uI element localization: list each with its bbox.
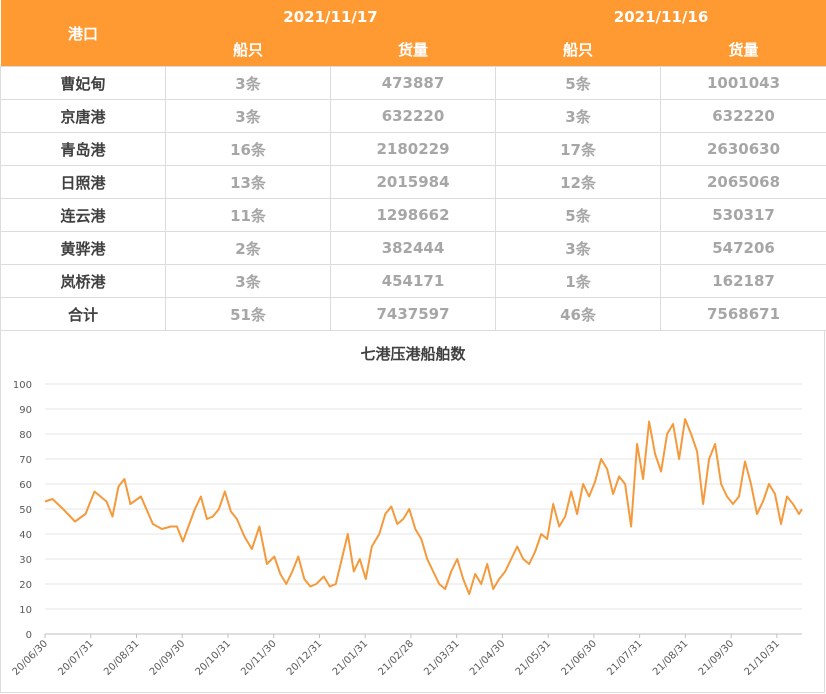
cargo-header-1: 货量 (330, 33, 496, 67)
chart-title: 七港压港船舶数 (360, 345, 466, 363)
ships-1117: 16条 (165, 132, 331, 166)
y-axis-ticks: 0 10 20 30 40 50 60 70 80 90 100 (13, 380, 32, 641)
y-tick-label: 80 (19, 430, 32, 441)
y-tick-label: 20 (19, 580, 32, 591)
series-line (44, 418, 803, 595)
port-name: 黄骅港 (0, 231, 166, 265)
port-name: 合计 (0, 297, 166, 331)
port-table: 港口 2021/11/17 2021/11/16 船只 货量 船只 货量 曹妃甸… (0, 0, 826, 331)
table-row: 京唐港 3条 632220 3条 632220 (0, 99, 826, 133)
x-tick-label: 20/07/31 (56, 638, 96, 678)
ships-1116: 12条 (495, 165, 662, 199)
cargo-1117: 454171 (329, 264, 497, 298)
ships-header-2: 船只 (495, 33, 661, 67)
cargo-header-2: 货量 (660, 33, 826, 67)
ships-header-1: 船只 (165, 33, 331, 67)
ships-1117: 11条 (165, 198, 331, 232)
y-tick-label: 100 (13, 380, 32, 391)
cargo-1116: 2630630 (660, 132, 826, 166)
cargo-1116: 162187 (660, 264, 826, 298)
y-tick-label: 40 (19, 530, 32, 541)
y-tick-label: 10 (19, 605, 32, 616)
table-row: 青岛港 16条 2180229 17条 2630630 (0, 132, 826, 166)
x-tick-label: 21/02/28 (377, 638, 417, 678)
x-tick-label: 20/12/31 (285, 638, 325, 678)
ships-1117: 3条 (165, 99, 331, 133)
y-tick-label: 60 (19, 480, 32, 491)
cargo-1117: 2180229 (329, 132, 497, 166)
ships-1117: 13条 (165, 165, 331, 199)
x-tick-label: 21/06/30 (559, 638, 599, 678)
y-tick-label: 30 (19, 555, 32, 566)
cargo-1117: 1298662 (329, 198, 497, 232)
x-tick-label: 20/10/31 (194, 638, 234, 678)
date2-header: 2021/11/16 (495, 0, 826, 33)
x-tick-label: 21/08/31 (651, 638, 691, 678)
cargo-1116: 2065068 (660, 165, 826, 199)
x-tick-label: 20/11/30 (239, 638, 279, 678)
y-tick-label: 90 (19, 405, 32, 416)
port-name: 连云港 (0, 198, 166, 232)
x-tick-label: 21/09/30 (697, 638, 737, 678)
ships-1117: 3条 (165, 66, 331, 100)
port-header: 港口 (0, 0, 166, 67)
y-tick-label: 50 (19, 505, 32, 516)
y-tick-label: 70 (19, 455, 32, 466)
x-tick-label: 21/03/31 (422, 638, 462, 678)
y-tick-label: 0 (26, 630, 32, 641)
cargo-1117: 473887 (329, 66, 497, 100)
port-name: 曹妃甸 (0, 66, 166, 100)
ships-1116: 5条 (495, 198, 662, 232)
ships-1116: 5条 (495, 66, 662, 100)
table-row-total: 合计 51条 7437597 46条 7568671 (0, 297, 826, 331)
table-row: 日照港 13条 2015984 12条 2065068 (0, 165, 826, 199)
x-tick-label: 20/06/30 (11, 638, 51, 678)
x-tick-label: 21/05/31 (514, 638, 554, 678)
cargo-1117: 632220 (329, 99, 497, 133)
x-tick-label: 21/10/31 (742, 638, 782, 678)
chart-frame (0, 330, 825, 693)
table-row: 黄骅港 2条 382444 3条 547206 (0, 231, 826, 265)
table-row: 曹妃甸 3条 473887 5条 1001043 (0, 66, 826, 100)
port-name: 青岛港 (0, 132, 166, 166)
cargo-1116: 530317 (660, 198, 826, 232)
cargo-1117: 7437597 (329, 297, 497, 331)
cargo-1116: 547206 (660, 231, 826, 265)
ships-1116: 3条 (495, 231, 662, 265)
grid-lines (45, 383, 802, 610)
date1-header: 2021/11/17 (165, 0, 496, 33)
port-name: 岚桥港 (0, 264, 166, 298)
x-axis-ticks: 20/06/30 20/07/31 20/08/31 20/09/30 20/10/31… (11, 634, 782, 678)
x-tick-label: 21/04/30 (468, 638, 508, 678)
ships-1116: 3条 (495, 99, 662, 133)
ships-1116: 46条 (495, 297, 662, 331)
x-tick-label: 20/08/31 (102, 638, 142, 678)
ships-1117: 51条 (165, 297, 331, 331)
ships-1116: 1条 (495, 264, 662, 298)
ships-1117: 3条 (165, 264, 331, 298)
table-row: 连云港 11条 1298662 5条 530317 (0, 198, 826, 232)
x-tick-label: 21/07/31 (605, 638, 645, 678)
table-row: 岚桥港 3条 454171 1条 162187 (0, 264, 826, 298)
cargo-1116: 7568671 (660, 297, 826, 331)
cargo-1116: 1001043 (660, 66, 826, 100)
cargo-1116: 632220 (660, 99, 826, 133)
ships-1116: 17条 (495, 132, 662, 166)
x-tick-label: 20/09/30 (148, 638, 188, 678)
port-name: 日照港 (0, 165, 166, 199)
port-name: 京唐港 (0, 99, 166, 133)
cargo-1117: 2015984 (329, 165, 497, 199)
ships-1117: 2条 (165, 231, 331, 265)
x-tick-label: 21/01/31 (331, 638, 371, 678)
cargo-1117: 382444 (329, 231, 497, 265)
